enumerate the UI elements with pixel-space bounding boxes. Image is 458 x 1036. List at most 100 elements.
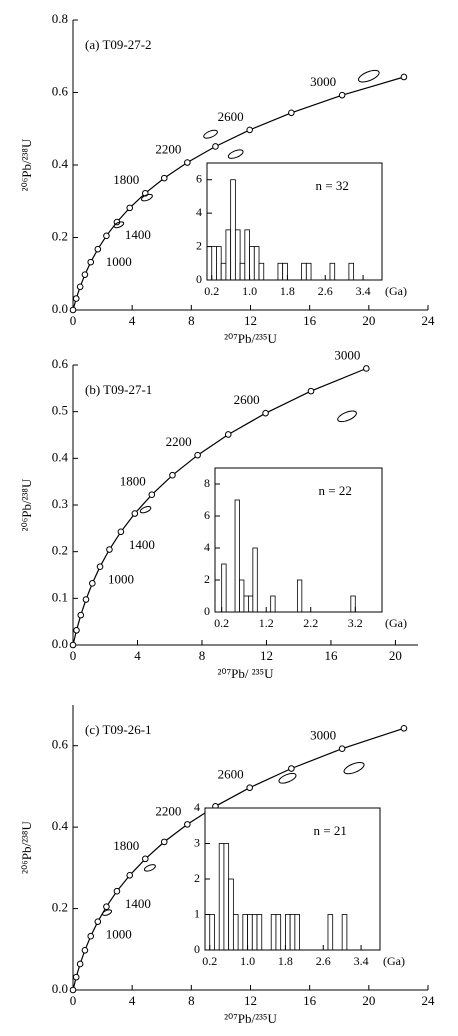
concordia-age-point <box>81 271 89 278</box>
y-tick-label: 0 <box>196 272 202 286</box>
histogram-bar <box>225 229 232 281</box>
x-tick-label: 2.2 <box>303 616 318 630</box>
concordia-age-point <box>400 724 408 732</box>
data-ellipse <box>113 221 125 229</box>
histogram-bar <box>294 914 300 951</box>
concordia-age-point <box>76 283 84 291</box>
y-tick-label: 0.2 <box>52 900 68 915</box>
histogram-bar <box>270 914 277 951</box>
age-label: 1400 <box>125 896 151 911</box>
age-label: 2600 <box>234 392 260 407</box>
concordia-age-point <box>103 903 110 910</box>
panel-title: (c) T09-26-1 <box>85 722 152 737</box>
histogram-bar <box>256 914 263 951</box>
concordia-age-point <box>288 109 295 117</box>
y-tick-label: 0.1 <box>52 589 68 604</box>
histogram-bar <box>247 595 254 613</box>
histogram-bar <box>305 262 312 281</box>
sample-count: n = 32 <box>316 178 349 193</box>
y-tick-label: 0.4 <box>52 449 69 464</box>
concordia-age-point <box>113 887 121 895</box>
histogram-bar <box>239 262 246 281</box>
data-ellipse <box>203 129 218 139</box>
x-tick-label: 0 <box>70 313 77 328</box>
y-tick-label: 0.2 <box>52 543 68 558</box>
histogram-bar <box>234 229 241 281</box>
histogram-bar <box>211 246 217 281</box>
y-axis-label: ²⁰⁶Pb/²³⁸U <box>19 821 34 874</box>
age-label: 1400 <box>129 537 155 552</box>
concordia-age-point <box>106 546 113 553</box>
concordia-age-point <box>69 641 77 649</box>
x-tick-label: 1.2 <box>259 616 274 630</box>
x-tick-label: 8 <box>188 313 195 328</box>
y-tick-label: 0.0 <box>52 301 68 316</box>
age-label: 2200 <box>166 434 192 449</box>
x-tick-label: 20 <box>389 648 402 663</box>
concordia-age-point <box>288 765 295 772</box>
sample-count: n = 21 <box>314 823 347 838</box>
x-tick-label: 16 <box>324 648 338 663</box>
y-tick-label: 0 <box>194 942 200 956</box>
age-label: 3000 <box>310 728 336 743</box>
concordia-age-point <box>160 838 168 846</box>
x-tick-label: 3.4 <box>356 284 371 298</box>
histogram-bar <box>301 262 307 281</box>
y-axis-label: ²⁰⁶Pb/²³⁸U <box>19 478 34 531</box>
concordia-age-point <box>69 306 77 314</box>
histogram-bar <box>216 246 222 281</box>
concordia-age-point <box>87 932 95 940</box>
concordia-age-point <box>246 784 253 792</box>
x-axis-label: ²⁰⁷Pb/²³⁵U <box>224 331 277 346</box>
concordia-age-point <box>72 973 80 981</box>
y-axis-label: ²⁰⁶Pb/²³⁸U <box>19 138 34 191</box>
sample-count: n = 22 <box>319 483 352 498</box>
histogram-bar <box>243 595 249 613</box>
x-tick-label: 8 <box>199 648 206 663</box>
age-label: 3000 <box>310 74 336 89</box>
histogram-bar <box>289 914 296 951</box>
x-tick-label: 1.8 <box>278 954 293 968</box>
histogram-bar <box>270 595 276 613</box>
concordia-age-point <box>72 295 80 302</box>
y-tick-label: 0.6 <box>52 737 69 752</box>
histogram-bar <box>242 914 248 951</box>
histogram-bar <box>327 914 334 951</box>
concordia-age-point <box>307 387 315 395</box>
histogram-bar <box>220 262 227 281</box>
y-tick-label: 3 <box>194 835 200 849</box>
histogram-bar <box>251 914 258 951</box>
x-tick-label: 4 <box>134 648 141 663</box>
y-tick-label: 0.4 <box>52 156 69 171</box>
x-axis-label: (Ga) <box>385 284 407 298</box>
y-tick-label: 0.4 <box>52 818 69 833</box>
concordia-age-point <box>82 596 90 603</box>
x-tick-label: 12 <box>244 993 257 1008</box>
y-tick-label: 0.3 <box>52 496 68 511</box>
concordia-age-point <box>117 528 125 536</box>
x-tick-label: 1.8 <box>280 284 295 298</box>
y-tick-label: 8 <box>204 476 210 490</box>
y-tick-label: 0.0 <box>52 981 68 996</box>
concordia-age-point <box>338 745 346 753</box>
concordia-age-point <box>94 918 102 925</box>
data-ellipse <box>143 864 156 872</box>
concordia-age-point <box>81 947 89 954</box>
age-label: 1800 <box>120 474 146 489</box>
concordia-age-point <box>73 627 80 634</box>
age-label: 1000 <box>108 572 134 587</box>
y-tick-label: 2 <box>196 238 202 252</box>
age-label: 2600 <box>218 109 244 124</box>
x-tick-label: 2.6 <box>318 284 333 298</box>
x-tick-label: 1.0 <box>242 284 257 298</box>
x-tick-label: 4 <box>129 313 136 328</box>
age-label: 1400 <box>125 227 151 242</box>
x-tick-label: 8 <box>188 993 195 1008</box>
histogram-bar <box>252 547 258 613</box>
concordia-age-point <box>76 960 84 968</box>
x-tick-label: 24 <box>422 313 436 328</box>
y-tick-label: 6 <box>196 171 202 185</box>
y-tick-label: 0.6 <box>52 83 69 98</box>
histogram-bar <box>218 843 225 951</box>
age-label: 2200 <box>155 803 181 818</box>
